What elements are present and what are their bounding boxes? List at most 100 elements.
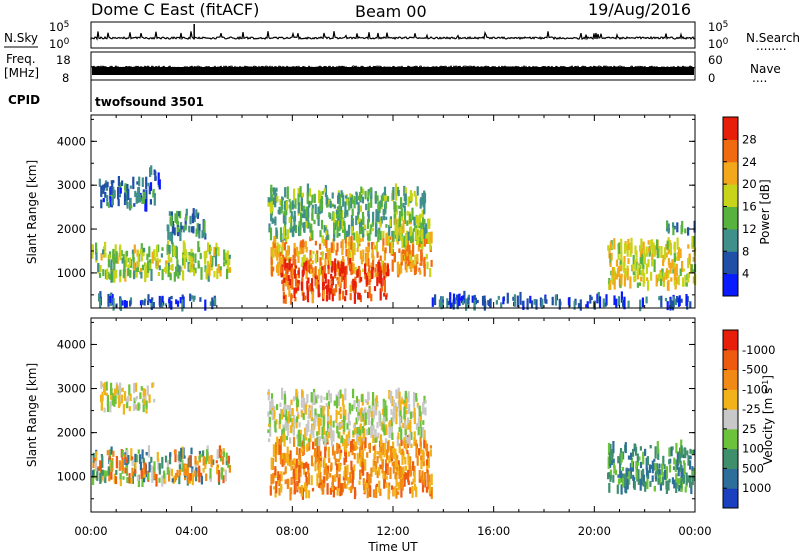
velocity-data-cell (316, 431, 319, 436)
power-data-cell (634, 259, 637, 270)
power-data-cell (164, 260, 168, 274)
velocity-data-cell (290, 477, 293, 485)
power-data-cell (684, 274, 687, 279)
power-data-cell (190, 253, 193, 259)
power-data-cell (129, 197, 132, 206)
velocity-data-cell (130, 477, 133, 484)
power-data-cell (357, 236, 360, 249)
velocity-data-cell (337, 411, 340, 415)
power-data-cell (411, 259, 414, 269)
power-data-cell (115, 251, 118, 264)
power-data-cell (281, 239, 284, 251)
power-data-cell (270, 247, 273, 257)
velocity-data-cell (353, 422, 356, 435)
velocity-data-cell (150, 465, 153, 471)
velocity-data-cell (367, 427, 371, 435)
power-data-cell (171, 263, 174, 271)
power-data-cell (620, 266, 623, 272)
power-data-cell (642, 241, 645, 251)
power-data-cell (200, 267, 203, 280)
velocity-data-cell (131, 459, 134, 467)
velocity-data-cell (395, 389, 398, 399)
power-data-cell (374, 195, 378, 202)
power-data-cell (321, 279, 325, 290)
velocity-data-cell (682, 454, 685, 459)
power-data-cell (203, 251, 206, 259)
power-data-cell (106, 181, 109, 188)
velocity-data-cell (313, 392, 316, 397)
velocity-data-cell (326, 412, 330, 425)
power-data-cell (195, 228, 198, 237)
velocity-data-cell (352, 432, 355, 438)
velocity-data-cell (415, 393, 418, 400)
power-data-cell (175, 299, 178, 305)
velocity-data-cell (680, 445, 683, 458)
velocity-data-cell (392, 441, 395, 448)
velocity-data-cell (392, 399, 395, 405)
velocity-data-cell (146, 385, 149, 396)
velocity-data-cell (419, 475, 422, 480)
velocity-data-cell (322, 427, 326, 436)
velocity-data-cell (216, 449, 219, 460)
nave-dots: .... (752, 71, 767, 85)
velocity-data-cell (401, 398, 404, 405)
velocity-data-cell (174, 449, 177, 463)
power-data-cell (100, 199, 103, 209)
power-data-cell (120, 250, 123, 256)
velocity-data-cell (284, 453, 288, 464)
velocity-data-cell (198, 450, 202, 455)
power-data-cell (642, 264, 645, 269)
power-data-cell (666, 240, 669, 250)
velocity-data-cell (292, 418, 295, 432)
velocity-data-cell (413, 483, 417, 491)
power-data-cell (99, 265, 102, 272)
velocity-data-cell (303, 482, 307, 490)
velocity-data-cell (402, 451, 405, 460)
power-data-cell (396, 228, 399, 239)
power-data-cell (109, 196, 112, 208)
velocity-data-cell (119, 473, 122, 480)
velocity-data-cell (329, 473, 332, 478)
power-data-cell (680, 298, 683, 303)
velocity-data-cell (416, 456, 419, 466)
velocity-data-cell (424, 440, 427, 452)
power-data-cell (167, 252, 170, 263)
x-tick-labels: 00:00 04:00 08:00 12:00 16:00 20:00 00:00 (74, 524, 711, 538)
velocity-data-cell (383, 408, 386, 417)
power-data-cell (145, 189, 148, 200)
velocity-data-cell (670, 446, 673, 457)
power-data-cell (223, 261, 226, 267)
velocity-colorbar-segment (723, 369, 738, 390)
power-data-cell (349, 193, 352, 201)
power-data-cell (300, 263, 303, 267)
velocity-data-cell (134, 458, 137, 469)
power-data-cell (136, 195, 139, 201)
power-data-cell (330, 273, 333, 279)
power-data-cell (303, 262, 306, 267)
power-data-cell (283, 226, 286, 239)
power-data-cell (382, 234, 385, 246)
power-data-cell (533, 299, 536, 305)
power-data-cell (182, 252, 185, 266)
velocity-data-cell (269, 401, 272, 411)
power-data-cell (110, 271, 113, 283)
power-data-cell (325, 284, 329, 295)
velocity-data-cell (299, 486, 302, 494)
nsky-panel: N.Sky 105 100 105 100 N.Search ........ (4, 20, 800, 53)
power-data-cell (189, 293, 192, 302)
power-data-cell (147, 260, 150, 273)
velocity-data-cell (106, 394, 109, 407)
power-data-cell (590, 296, 593, 300)
power-data-cell (368, 273, 371, 280)
velocity-data-cell (342, 429, 345, 435)
velocity-data-cell (125, 397, 128, 403)
power-data-cell (315, 279, 318, 289)
power-data-cell (449, 292, 452, 305)
power-data-cell (293, 215, 296, 228)
power-data-cell (623, 262, 626, 273)
power-data-cell (104, 180, 108, 185)
velocity-data-cell (202, 468, 205, 473)
power-data-cell (293, 269, 296, 276)
velocity-data-cell (323, 468, 326, 476)
velocity-colorbar-tick: -1000 (742, 343, 775, 357)
